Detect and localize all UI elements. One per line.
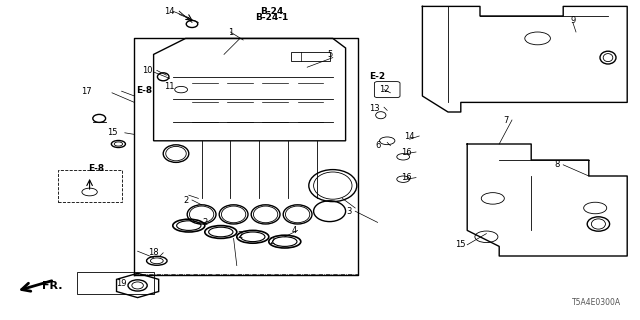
Bar (291, 52, 330, 61)
Text: B-24: B-24 (260, 7, 284, 16)
Text: E-2: E-2 (369, 72, 386, 81)
Text: 2: 2 (269, 237, 275, 246)
Text: 10: 10 (142, 66, 152, 75)
Text: 9: 9 (570, 16, 575, 25)
Text: 16: 16 (401, 148, 412, 156)
Text: 5: 5 (327, 50, 332, 59)
Text: 17: 17 (81, 87, 92, 96)
Text: 4: 4 (292, 226, 297, 235)
Text: E-8: E-8 (88, 164, 104, 172)
Text: 2: 2 (202, 218, 207, 227)
Bar (58, 170, 122, 202)
Text: 1: 1 (228, 28, 233, 36)
Text: 13: 13 (369, 104, 380, 113)
Bar (77, 272, 154, 294)
Text: 18: 18 (148, 248, 159, 257)
Text: 2: 2 (183, 196, 188, 204)
Text: 14: 14 (404, 132, 415, 140)
Text: 6: 6 (375, 141, 380, 150)
Text: FR.: FR. (42, 281, 63, 292)
Text: 19: 19 (116, 279, 127, 288)
Text: 7: 7 (503, 116, 508, 124)
Text: B-24-1: B-24-1 (255, 13, 289, 22)
Text: 12: 12 (379, 85, 389, 94)
Text: 8: 8 (554, 160, 559, 169)
Text: 15: 15 (456, 240, 466, 249)
Text: 3: 3 (346, 207, 351, 216)
Text: 2: 2 (237, 231, 243, 240)
Text: 16: 16 (401, 173, 412, 182)
Text: 11: 11 (164, 82, 175, 91)
Text: E-8: E-8 (136, 86, 152, 95)
Text: 15: 15 (107, 128, 117, 137)
Text: T5A4E0300A: T5A4E0300A (572, 298, 621, 307)
Text: 14: 14 (164, 7, 175, 16)
